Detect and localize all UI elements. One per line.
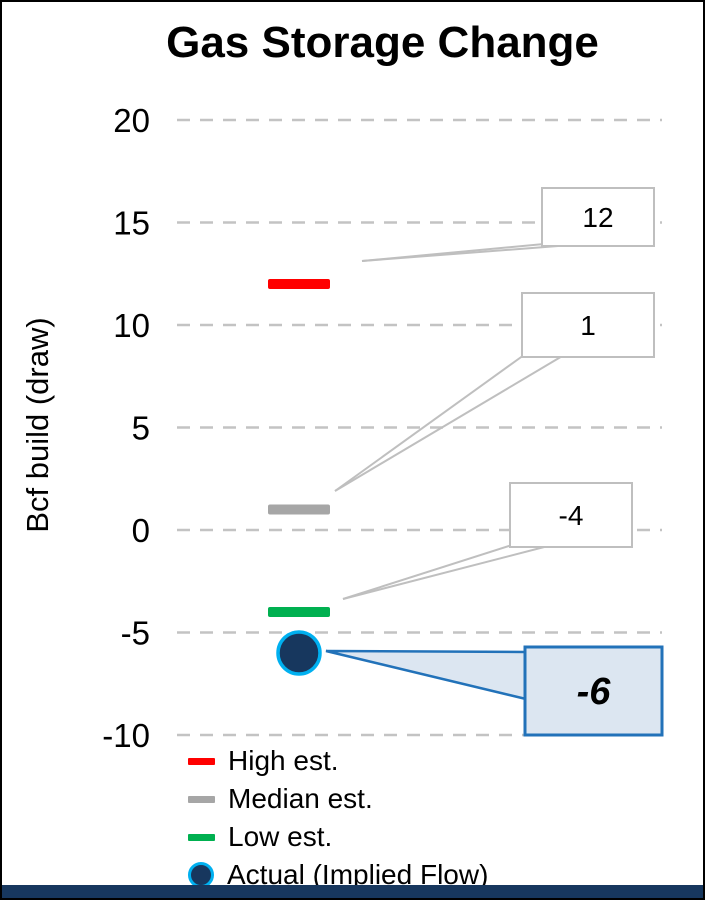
- legend-label: Median est.: [228, 783, 373, 814]
- callout-label: -4: [559, 500, 584, 531]
- legend-item-high-est: High est.: [188, 742, 488, 780]
- callout-leader-line: [342, 544, 513, 600]
- legend-dash-icon: [188, 795, 215, 803]
- callout-box: [521, 292, 655, 358]
- legend-label: Actual (Implied Flow): [227, 859, 489, 890]
- callout-leader-line: [334, 354, 565, 492]
- marker-high-est: [268, 279, 330, 289]
- marker-low-est: [268, 607, 330, 617]
- marker-median-est: [268, 504, 330, 515]
- y-tick-label: 5: [132, 410, 150, 447]
- legend-circle-icon: [188, 862, 214, 888]
- bottom-accent-bar: [2, 885, 703, 898]
- y-tick-label: 10: [113, 307, 150, 344]
- y-tick-label: 0: [132, 512, 150, 549]
- legend-item-actual-implied-flow: Actual (Implied Flow): [188, 856, 488, 894]
- callout-box: [509, 482, 633, 548]
- callout-leader-line: [334, 354, 525, 492]
- legend-dash-icon: [188, 757, 215, 765]
- callout-label: -6: [577, 671, 612, 713]
- legend-item-low-est: Low est.: [188, 818, 488, 856]
- callout-label: 12: [582, 202, 613, 233]
- legend-dash-icon: [188, 833, 215, 841]
- callout-label: 1: [580, 310, 596, 341]
- y-tick-label: -10: [102, 717, 150, 754]
- legend: High est. Median est. Low est. Actual (Impl…: [188, 742, 488, 894]
- callout-leader: [325, 649, 528, 701]
- callout-box: [541, 187, 655, 247]
- y-tick-label: 20: [113, 102, 150, 139]
- legend-label: High est.: [228, 745, 339, 776]
- callout-box: [523, 645, 664, 737]
- chart-title: Gas Storage Change: [166, 18, 599, 67]
- legend-label: Low est.: [228, 821, 333, 852]
- callout-leader-line: [342, 544, 553, 600]
- y-tick-label: -5: [121, 615, 150, 652]
- legend-item-median-est: Median est.: [188, 780, 488, 818]
- y-tick-label: 15: [113, 205, 150, 242]
- marker-actual-implied-flow: [276, 630, 322, 676]
